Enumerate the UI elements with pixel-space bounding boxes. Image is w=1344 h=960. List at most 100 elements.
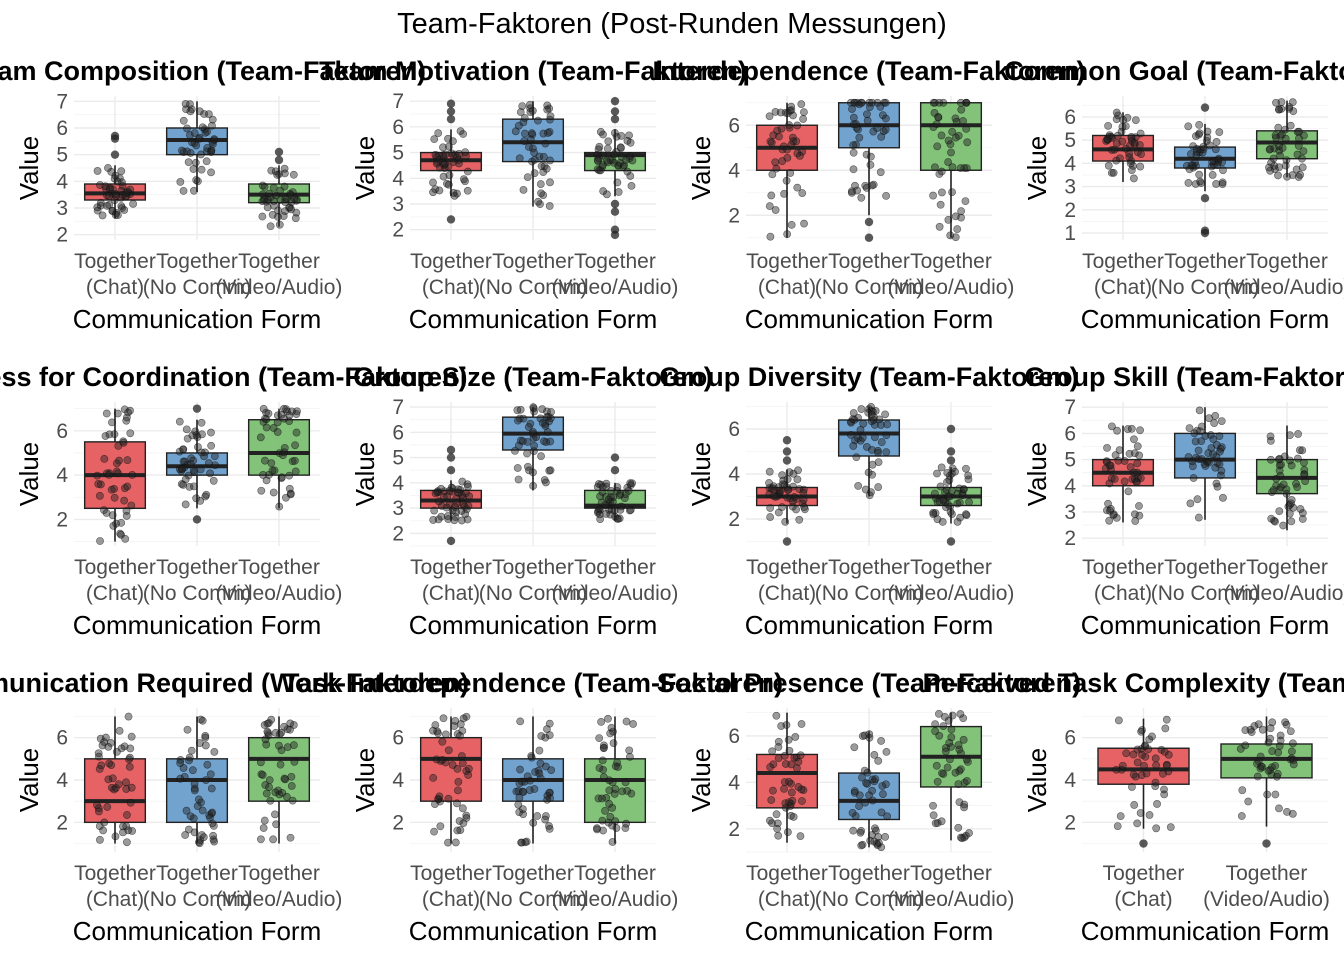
data-point	[795, 515, 804, 524]
x-tick-label: Together	[910, 862, 992, 885]
x-tick-label: (No Comm)	[143, 888, 252, 911]
data-point	[207, 146, 216, 154]
data-point	[765, 467, 774, 476]
data-point	[798, 499, 807, 508]
data-point	[602, 482, 611, 491]
data-point	[455, 817, 464, 825]
data-point	[533, 812, 542, 820]
data-point	[1161, 724, 1170, 733]
data-point	[1256, 752, 1265, 761]
data-point	[625, 131, 633, 140]
data-point	[881, 98, 890, 107]
data-point	[1205, 141, 1214, 150]
data-point	[291, 214, 300, 223]
data-point	[269, 183, 278, 192]
x-tick-label: Together	[1082, 250, 1164, 273]
x-tick-label: Together	[1164, 556, 1246, 579]
box-3	[919, 98, 983, 242]
y-tick-label: 4	[1064, 475, 1076, 498]
data-point	[937, 817, 946, 826]
data-point	[931, 489, 939, 498]
data-point	[93, 203, 102, 212]
data-point	[453, 826, 462, 835]
x-tick-label: (Video/Audio)	[552, 582, 679, 605]
data-point	[530, 441, 538, 450]
y-tick-label: 5	[392, 447, 404, 470]
data-point	[860, 731, 869, 740]
data-point	[1152, 761, 1161, 770]
data-point	[1283, 807, 1291, 816]
data-point	[462, 811, 471, 820]
data-point	[1282, 720, 1291, 729]
data-point	[203, 127, 211, 136]
data-point	[1285, 103, 1294, 111]
x-tick-label: (Video/Audio)	[888, 582, 1015, 605]
data-point	[525, 786, 534, 794]
data-point	[266, 796, 275, 805]
y-axis-title: Value	[14, 442, 44, 507]
data-point	[1196, 177, 1205, 186]
data-point	[1130, 801, 1139, 809]
data-point	[868, 831, 876, 839]
box-2	[837, 402, 901, 500]
data-point	[951, 133, 960, 142]
data-point	[595, 734, 604, 743]
data-point	[511, 446, 519, 455]
data-point	[851, 812, 860, 820]
data-point	[104, 743, 113, 751]
data-point	[443, 512, 452, 520]
data-point	[939, 98, 948, 107]
data-point	[280, 443, 289, 452]
data-point	[1275, 454, 1284, 463]
x-tick-label: (Chat)	[1114, 888, 1172, 911]
outlier-point	[1200, 103, 1210, 112]
data-point	[599, 773, 608, 781]
data-point	[784, 485, 793, 494]
data-point	[1201, 432, 1210, 440]
data-point	[780, 784, 788, 793]
data-point	[275, 741, 283, 750]
data-point	[1287, 517, 1296, 526]
data-point	[1276, 483, 1285, 492]
data-point	[795, 151, 804, 160]
data-point	[606, 729, 615, 738]
x-tick-label: Together	[746, 556, 828, 579]
data-point	[877, 737, 885, 745]
data-point	[1116, 812, 1125, 821]
data-point	[604, 137, 613, 146]
data-point	[865, 98, 874, 107]
data-point	[263, 727, 272, 736]
data-point	[520, 129, 529, 138]
y-tick-label: 6	[56, 420, 68, 443]
y-tick-label: 3	[392, 193, 404, 216]
data-point	[798, 797, 806, 805]
data-point	[954, 823, 963, 832]
data-point	[109, 521, 118, 530]
data-point	[957, 105, 966, 114]
x-axis-title: Communication Form	[409, 916, 658, 946]
outlier-point	[946, 424, 956, 434]
y-tick-label: 4	[392, 472, 404, 495]
data-point	[957, 207, 966, 216]
data-point	[881, 125, 890, 134]
data-point	[1275, 461, 1284, 470]
data-point	[463, 515, 472, 524]
outlier-point	[782, 537, 792, 546]
data-point	[881, 410, 890, 419]
data-point	[126, 744, 135, 753]
data-point	[1122, 749, 1131, 758]
data-point	[280, 414, 289, 423]
data-point	[200, 110, 209, 118]
data-point	[289, 721, 298, 729]
data-point	[848, 809, 857, 817]
data-point	[104, 192, 113, 200]
data-point	[292, 410, 301, 418]
data-point	[868, 98, 877, 107]
data-point	[852, 140, 860, 149]
data-point	[785, 746, 794, 755]
data-point	[113, 409, 122, 418]
data-point	[541, 733, 550, 742]
data-point	[956, 98, 965, 107]
data-point	[962, 124, 971, 133]
x-tick-label: (Chat)	[758, 276, 816, 299]
